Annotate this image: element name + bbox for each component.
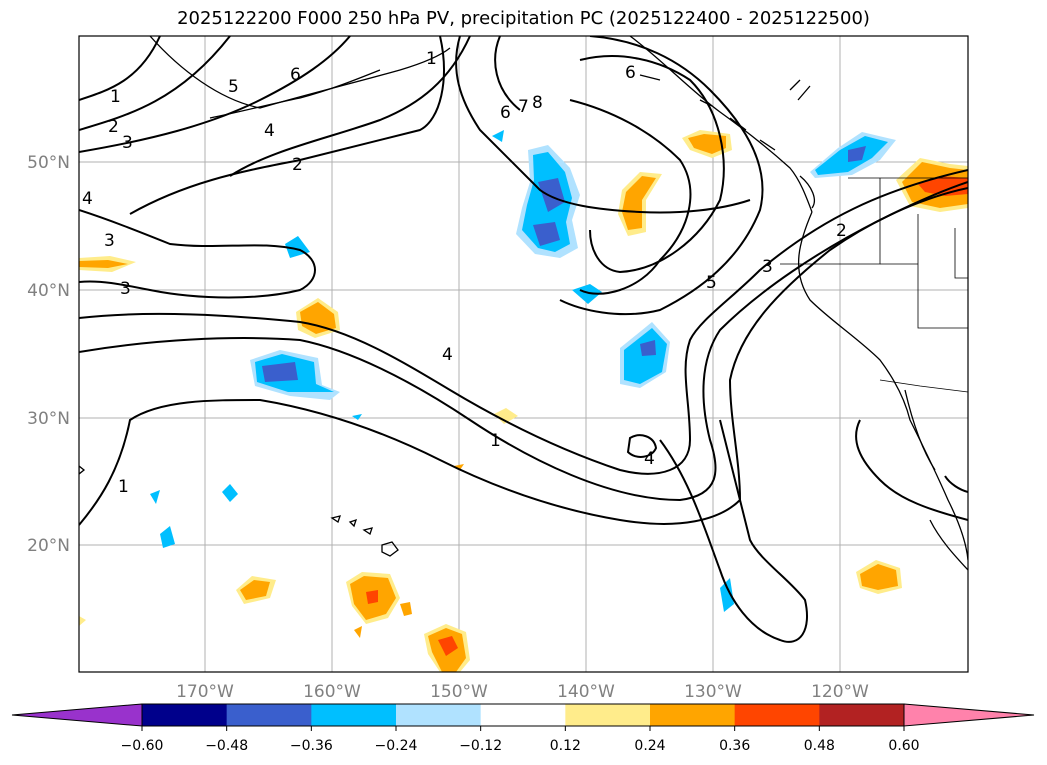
contour-label: 1: [110, 87, 121, 107]
colorbar-bin: [734, 704, 820, 726]
pos-blob: [240, 580, 270, 600]
neg-blob: [848, 146, 866, 162]
pos-blob: [622, 176, 656, 230]
lon-label-160w: 160°W: [303, 682, 361, 702]
contour-label: 3: [120, 279, 131, 299]
pos-blob: [79, 616, 86, 626]
colorbar-under-triangle: [11, 703, 143, 727]
lon-label-130w: 130°W: [684, 682, 742, 702]
contour-label: 6: [500, 103, 511, 123]
latitude-labels: 50°N 40°N 30°N 20°N: [27, 153, 70, 556]
colorbar-bin: [396, 704, 482, 726]
pos-blob: [438, 636, 458, 656]
pos-blob: [354, 626, 362, 638]
neg-blob: [720, 578, 734, 612]
contour-label: 3: [762, 257, 773, 277]
colorbar-frame: [141, 703, 905, 727]
contour-labels: 1 2 3 4 5 6 7 8 6 4 2 1 3 3 4 1 4 5 3 2 …: [82, 49, 847, 497]
contour-label: 7: [518, 97, 529, 117]
pos-blob: [300, 302, 336, 334]
contour-label: 4: [644, 449, 655, 469]
colorbar-tick-label: −0.12: [459, 738, 502, 754]
colorbar-ticks: −0.60 −0.48 −0.36 −0.24 −0.12 0.12 0.24 0.36 0.4…: [121, 726, 920, 754]
islands: [79, 465, 399, 557]
colorbar-tick-label: −0.60: [121, 738, 164, 754]
colorbar: −0.60 −0.48 −0.36 −0.24 −0.12 0.12 0.24 0.36 0.4…: [11, 703, 1035, 754]
neg-blob: [262, 362, 298, 382]
map-frame: [78, 35, 969, 673]
contour-label: 3: [122, 133, 133, 153]
neg-blob: [352, 414, 362, 420]
contour-label: 2: [292, 155, 303, 175]
colorbar-tick-label: −0.36: [290, 738, 333, 754]
colorbar-tick-label: −0.24: [375, 738, 418, 754]
neg-blob: [624, 328, 667, 384]
contour-label: 1: [490, 431, 501, 451]
pos-blob: [454, 464, 464, 470]
colorbar-over-triangle: [903, 703, 1035, 727]
colorbar-bins: [142, 704, 905, 726]
lat-label-50n: 50°N: [27, 153, 70, 173]
neg-blob: [640, 340, 656, 356]
contour-label: 4: [442, 345, 453, 365]
colorbar-tick-label: 0.60: [888, 738, 919, 754]
contour-label: 1: [426, 49, 437, 69]
pos-blob: [400, 602, 412, 616]
colorbar-tick-label: 0.48: [804, 738, 835, 754]
colorbar-bin: [565, 704, 651, 726]
colorbar-bin: [311, 704, 397, 726]
lon-label-150w: 150°W: [430, 682, 488, 702]
colorbar-bin: [650, 704, 736, 726]
neg-blob: [150, 490, 160, 504]
contour-label: 5: [228, 77, 239, 97]
lon-label-170w: 170°W: [176, 682, 234, 702]
pos-blob: [860, 564, 898, 590]
lat-label-20n: 20°N: [27, 536, 70, 556]
contour-label: 6: [290, 65, 301, 85]
contour-label: 5: [706, 273, 717, 293]
neg-blob: [533, 178, 565, 246]
lat-label-40n: 40°N: [27, 281, 70, 301]
colorbar-tick-label: −0.48: [205, 738, 248, 754]
map-title: 2025122200 F000 250 hPa PV, precipitatio…: [177, 8, 870, 29]
lat-label-30n: 30°N: [27, 409, 70, 429]
map-plot-area: 1 2 3 4 5 6 7 8 6 4 2 1 3 3 4 1 4 5 3 2 …: [79, 36, 968, 672]
colorbar-bin: [142, 704, 228, 726]
contour-label: 3: [104, 231, 115, 251]
neg-blob: [572, 284, 602, 304]
pos-blob: [494, 408, 518, 424]
colorbar-bin: [480, 704, 566, 726]
colorbar-tick-label: 0.24: [634, 738, 665, 754]
pv-contours: [79, 36, 968, 643]
contour-label: 6: [625, 63, 636, 83]
contour-label: 4: [264, 121, 275, 141]
pos-blob: [366, 590, 378, 604]
colorbar-bin: [819, 704, 905, 726]
lon-label-140w: 140°W: [557, 682, 615, 702]
contour-label: 4: [82, 189, 93, 209]
pos-blob: [79, 260, 128, 268]
neg-blob: [492, 130, 504, 142]
contour-label: 2: [836, 221, 847, 241]
colorbar-bin: [226, 704, 312, 726]
contour-label: 1: [118, 477, 129, 497]
pos-blob: [688, 134, 726, 154]
colorbar-tick-label: 0.36: [719, 738, 750, 754]
neg-blob: [160, 526, 175, 548]
contour-label: 2: [108, 117, 119, 137]
colorbar-tick-label: 0.12: [550, 738, 581, 754]
neg-blob: [222, 484, 238, 502]
lon-label-120w: 120°W: [811, 682, 869, 702]
longitude-labels: 170°W 160°W 150°W 140°W 130°W 120°W: [176, 682, 869, 702]
contour-label: 8: [532, 93, 543, 113]
